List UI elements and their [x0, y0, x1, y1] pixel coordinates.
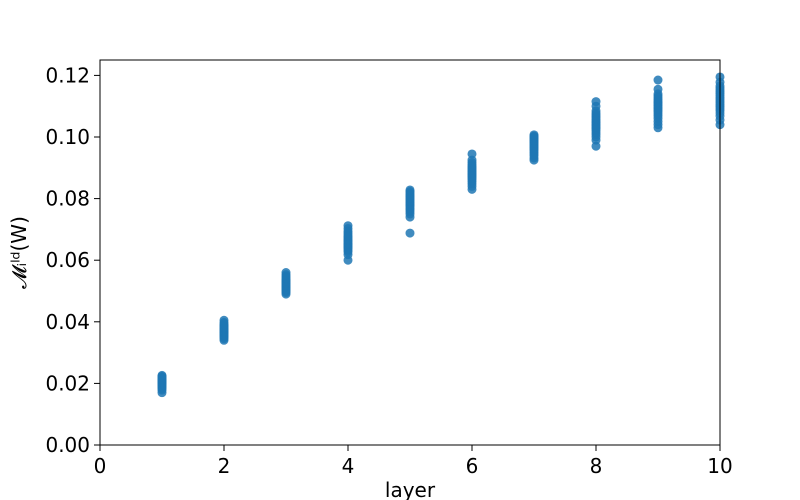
x-axis-ticks: 0 2 4 6 8 10 — [94, 445, 733, 478]
data-point — [467, 155, 477, 165]
data-point — [591, 97, 601, 107]
data-point — [219, 315, 229, 325]
data-point — [157, 370, 167, 380]
y-axis-ticks: 0.00 0.02 0.04 0.06 0.08 0.10 0.12 — [45, 63, 100, 457]
y-tick-label: 0.06 — [45, 248, 90, 272]
y-tick-label: 0.00 — [45, 433, 90, 457]
x-tick-label: 10 — [707, 454, 732, 478]
x-axis-label: layer — [385, 478, 436, 500]
y-axis-label: 𝓜ᵢˡᵈ(W) — [7, 216, 31, 289]
x-tick-label: 0 — [94, 454, 107, 478]
x-tick-label: 6 — [466, 454, 479, 478]
x-tick-label: 2 — [218, 454, 231, 478]
plot-frame — [99, 59, 721, 446]
data-point — [591, 141, 601, 151]
y-tick-label: 0.02 — [45, 371, 90, 395]
data-point — [281, 268, 291, 278]
x-tick-label: 8 — [590, 454, 603, 478]
y-tick-label: 0.08 — [45, 187, 90, 211]
data-point — [405, 185, 415, 195]
data-point — [405, 228, 415, 238]
data-point — [467, 149, 477, 159]
y-tick-label: 0.10 — [45, 125, 90, 149]
data-points — [157, 72, 725, 398]
y-tick-label: 0.12 — [45, 63, 90, 87]
data-point — [529, 130, 539, 140]
data-point — [653, 84, 663, 94]
y-tick-label: 0.04 — [45, 310, 90, 334]
data-point — [343, 221, 353, 231]
x-tick-label: 4 — [342, 454, 355, 478]
data-point — [653, 75, 663, 85]
